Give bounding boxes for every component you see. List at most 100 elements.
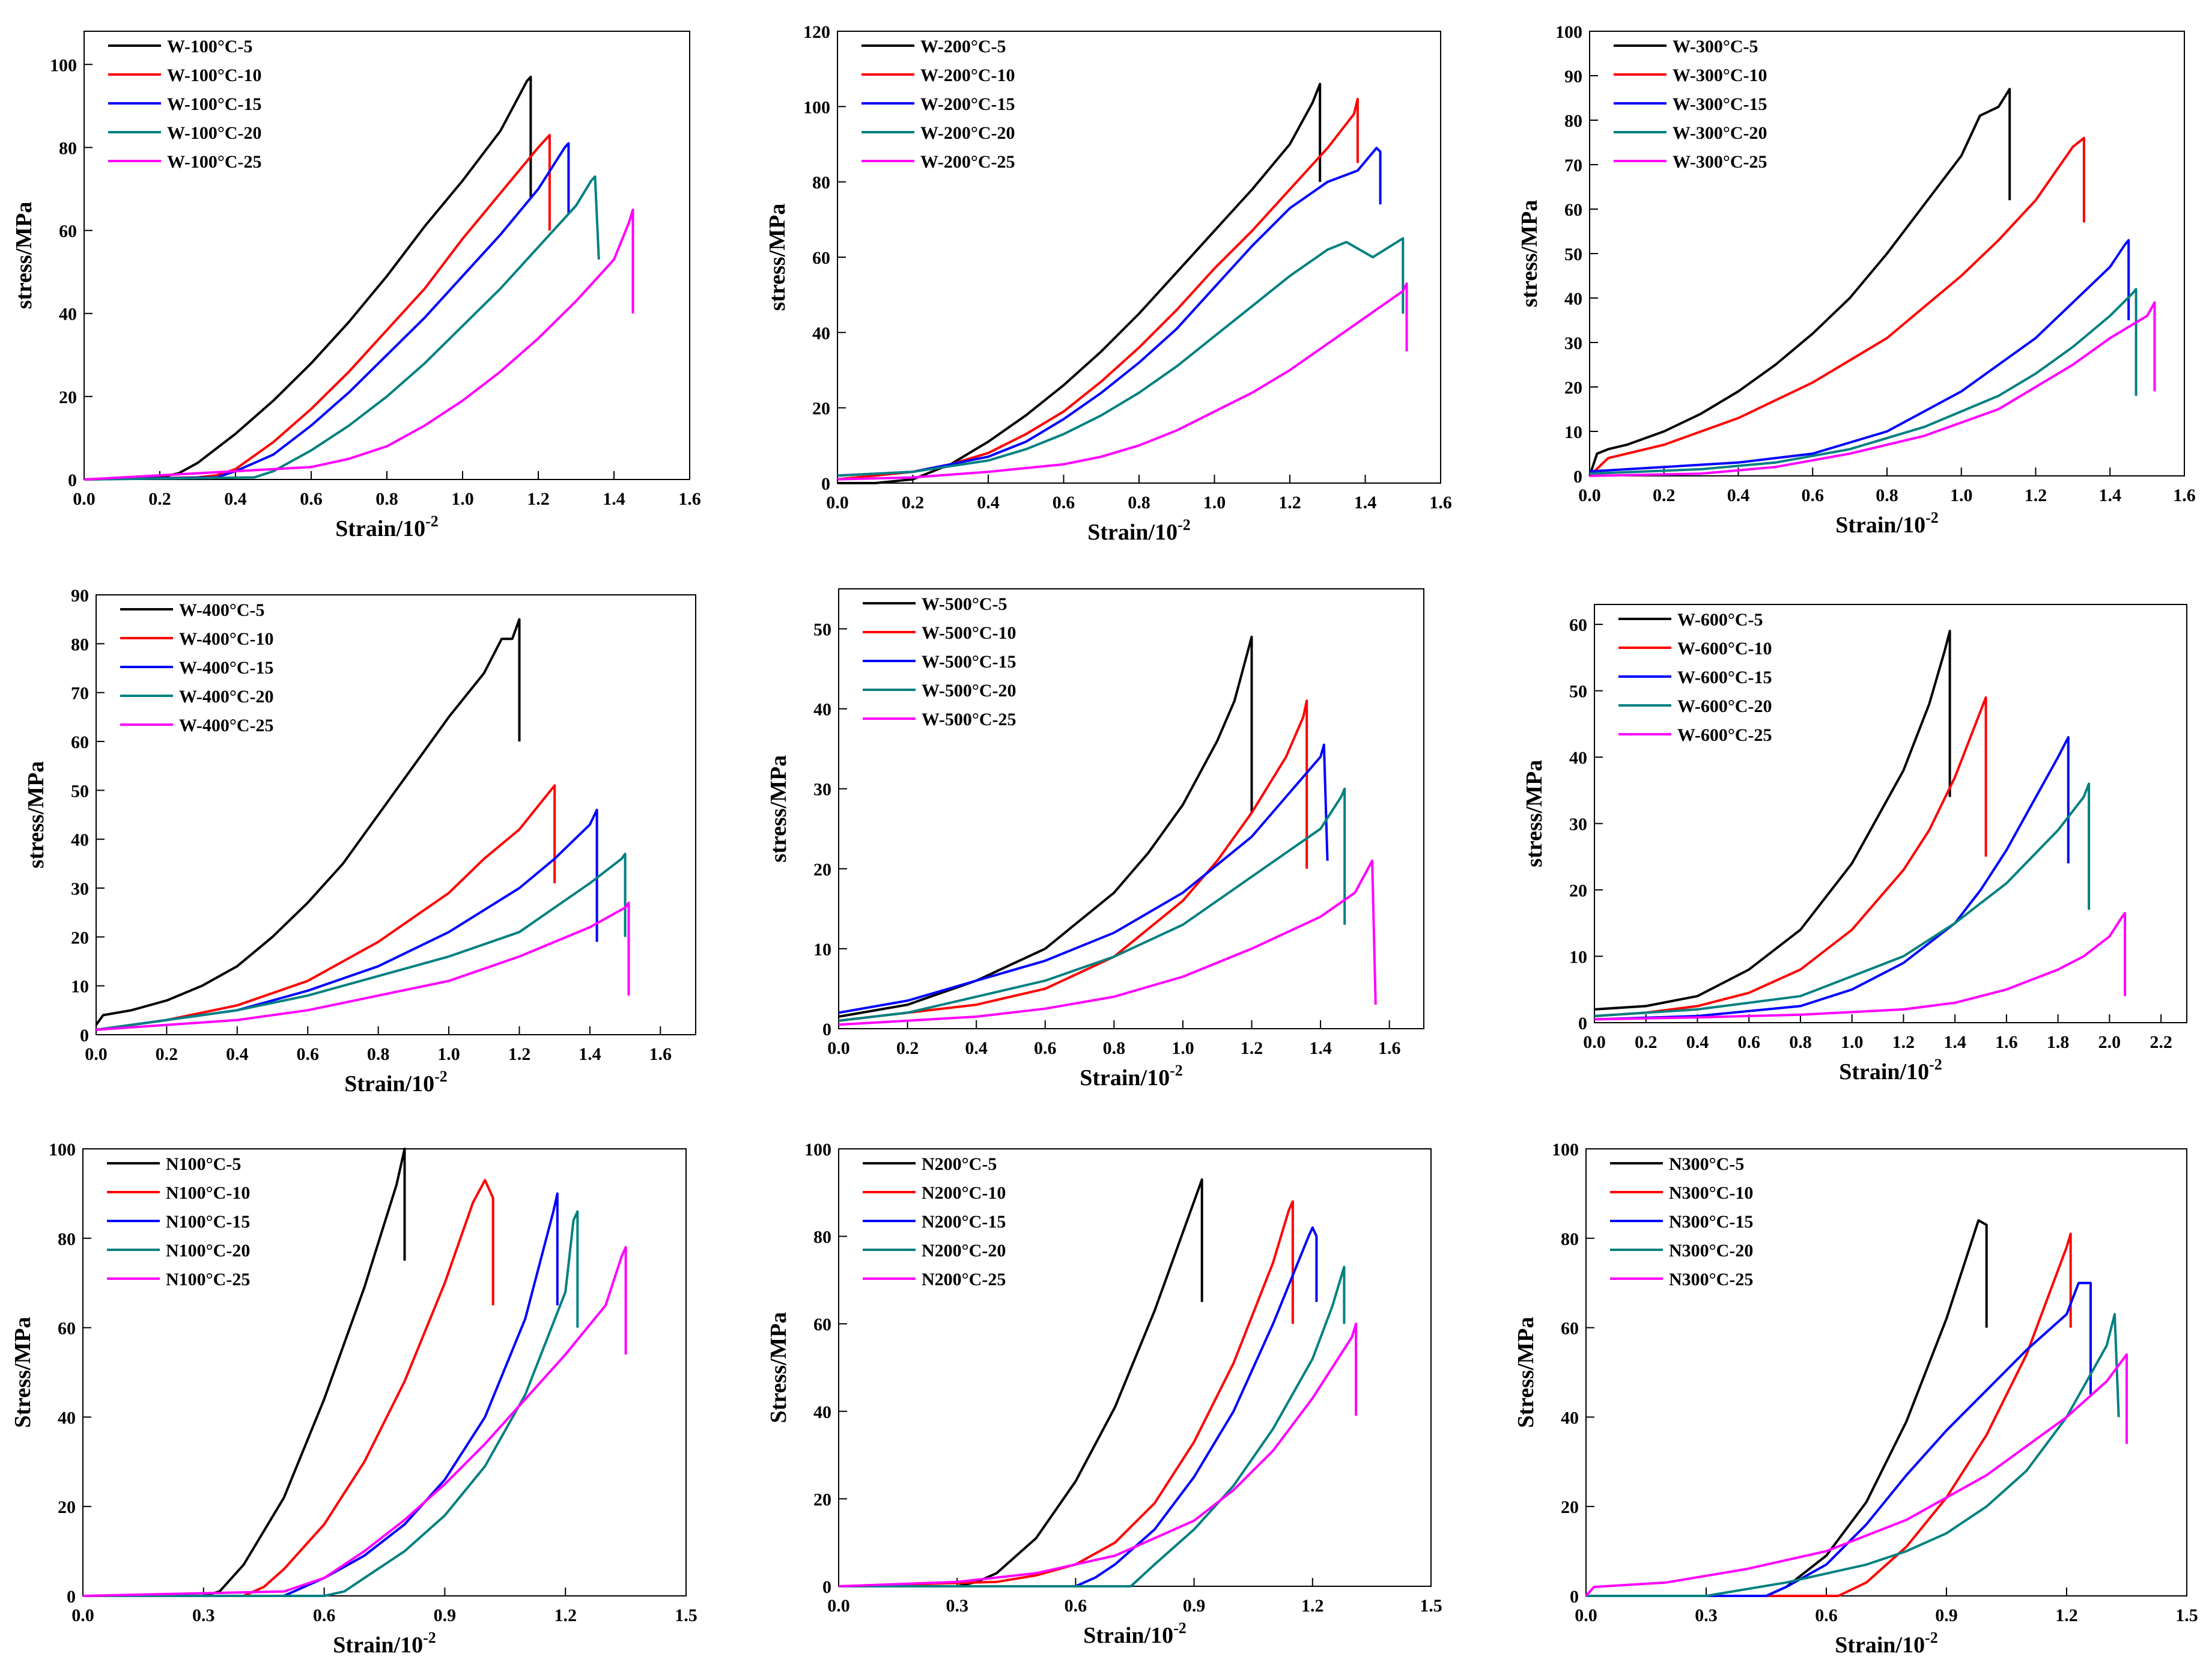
- series-line: [838, 743, 1329, 1014]
- legend-label: N100°C-25: [166, 1270, 250, 1289]
- legend-label: W-300°C-25: [1673, 152, 1767, 172]
- legend-label: W-500°C-5: [922, 594, 1007, 614]
- x-tick-label: 1.2: [2025, 485, 2047, 505]
- y-tick-label: 10: [813, 940, 831, 960]
- series-line: [1594, 912, 2127, 1021]
- x-tick-label: 1.2: [1301, 1596, 1324, 1616]
- legend-label: N200°C-20: [922, 1241, 1006, 1261]
- x-tick-label: 1.0: [451, 489, 474, 509]
- legend-label: N100°C-10: [166, 1183, 250, 1203]
- legend-label: N300°C-15: [1669, 1212, 1753, 1232]
- y-tick-label: 80: [813, 1228, 831, 1247]
- y-tick-label: 10: [1564, 422, 1582, 442]
- x-tick-label: 1.6: [1378, 1038, 1401, 1058]
- y-tick-label: 100: [1552, 1140, 1579, 1160]
- series-line: [83, 1192, 559, 1597]
- x-tick-label: 1.0: [1203, 493, 1226, 513]
- legend-label: W-400°C-10: [179, 629, 274, 649]
- x-tick-label: 0.8: [375, 489, 398, 509]
- x-tick-label: 0.0: [1583, 1032, 1606, 1052]
- y-tick-label: 0: [1578, 1014, 1587, 1033]
- chart-panel-7: 0.0 0.3 0.6 0.9 1.2 1.5 0 20 40 60 80 100 Strain/10-…: [10, 1140, 697, 1658]
- y-tick-label: 60: [1569, 615, 1587, 635]
- y-tick-label: 20: [812, 399, 830, 419]
- series-line: [1594, 696, 1987, 1017]
- plot-frame: [1585, 1148, 2187, 1596]
- y-tick-label: 0: [822, 1577, 831, 1597]
- series-line: [1588, 136, 2085, 477]
- series-line: [838, 787, 1346, 1022]
- legend-label: N200°C-25: [922, 1270, 1006, 1289]
- legend-label: W-500°C-25: [922, 710, 1016, 729]
- y-tick-label: 60: [71, 732, 89, 752]
- y-tick-label: 0: [68, 470, 77, 490]
- x-tick-label: 0.3: [946, 1596, 968, 1616]
- x-tick-label: 1.4: [1354, 493, 1377, 513]
- x-axis-title: Strain/10-2: [1087, 516, 1191, 545]
- series-line: [837, 147, 1382, 477]
- legend-label: W-300°C-20: [1673, 123, 1767, 143]
- y-tick-label: 40: [58, 1408, 76, 1428]
- y-tick-label: 30: [71, 879, 89, 899]
- y-tick-label: 0: [1573, 467, 1582, 487]
- y-tick-label: 60: [813, 1315, 831, 1335]
- chart-panel-9: 0.0 0.3 0.6 0.9 1.2 1.5 0 20 40 60 80 100 Strain/10-…: [1513, 1140, 2198, 1658]
- x-tick-label: 0.8: [1876, 485, 1898, 505]
- series-line: [837, 237, 1405, 477]
- x-tick-label: 0.6: [300, 489, 323, 509]
- x-tick-label: 1.6: [2173, 485, 2196, 505]
- y-tick-label: 80: [1561, 1229, 1579, 1249]
- x-tick-label: 0.6: [1802, 485, 1825, 505]
- x-tick-label: 1.0: [1841, 1032, 1864, 1052]
- legend-label: W-600°C-20: [1677, 696, 1772, 716]
- series-line: [837, 282, 1408, 481]
- series-line: [84, 175, 600, 481]
- x-tick-label: 1.4: [1943, 1032, 1966, 1052]
- chart-panel-6: 0.0 0.2 0.4 0.6 0.8 1.0 1.2 1.4 1.6 1.8 2.0 2.2 0 10 2…: [1522, 604, 2187, 1085]
- x-tick-label: 1.6: [1429, 493, 1452, 513]
- series-line: [838, 1200, 1294, 1587]
- x-tick-label: 0.6: [313, 1606, 336, 1625]
- y-tick-label: 120: [803, 22, 830, 42]
- legend-label: W-200°C-25: [920, 152, 1015, 172]
- chart-panel-3: 0.0 0.2 0.4 0.6 0.8 1.0 1.2 1.4 1.6 0 10 20 30 40 50 60…: [1517, 22, 2196, 538]
- legend-label: W-100°C-5: [167, 37, 253, 56]
- plot-frame: [1594, 604, 2187, 1023]
- series-line: [95, 618, 521, 1026]
- x-tick-label: 1.4: [2099, 485, 2122, 505]
- series-line: [1589, 239, 2130, 473]
- x-tick-label: 0.3: [1695, 1606, 1718, 1625]
- legend-label: W-600°C-15: [1677, 668, 1772, 687]
- y-tick-label: 70: [1564, 156, 1582, 175]
- chart-panel-5: 0.0 0.2 0.4 0.6 0.8 1.0 1.2 1.4 1.6 0 10 20 30 40 50 St…: [766, 588, 1424, 1091]
- x-tick-label: 1.0: [1950, 485, 1973, 505]
- y-tick-label: 40: [812, 323, 830, 343]
- y-tick-label: 50: [1564, 245, 1582, 264]
- y-tick-label: 80: [58, 1229, 76, 1249]
- x-tick-label: 1.6: [1995, 1032, 2018, 1052]
- y-tick-label: 20: [813, 1490, 831, 1509]
- x-tick-label: 1.6: [649, 1044, 672, 1064]
- x-tick-label: 0.0: [826, 493, 849, 513]
- x-axis-title: Strain/10-2: [1835, 509, 1939, 538]
- series-line: [1588, 88, 2011, 476]
- y-tick-label: 40: [813, 700, 831, 720]
- series-line: [839, 1178, 1203, 1587]
- x-tick-label: 0.6: [1815, 1606, 1838, 1625]
- legend-label: W-400°C-5: [179, 600, 265, 620]
- series-line: [96, 784, 556, 1031]
- series-line: [84, 208, 634, 481]
- legend-label: W-400°C-20: [179, 687, 274, 707]
- y-tick-label: 20: [1569, 881, 1587, 901]
- legend-label: N100°C-20: [166, 1241, 250, 1261]
- y-axis-title: stress/MPa: [766, 755, 791, 863]
- y-tick-label: 100: [1555, 22, 1582, 42]
- y-tick-label: 100: [49, 1140, 76, 1160]
- legend-label: W-200°C-5: [920, 37, 1006, 56]
- legend-label: W-600°C-5: [1677, 610, 1763, 630]
- y-tick-label: 20: [1564, 378, 1582, 398]
- y-tick-label: 10: [1569, 948, 1587, 967]
- x-tick-label: 0.9: [434, 1606, 457, 1625]
- legend-label: N200°C-10: [922, 1183, 1006, 1203]
